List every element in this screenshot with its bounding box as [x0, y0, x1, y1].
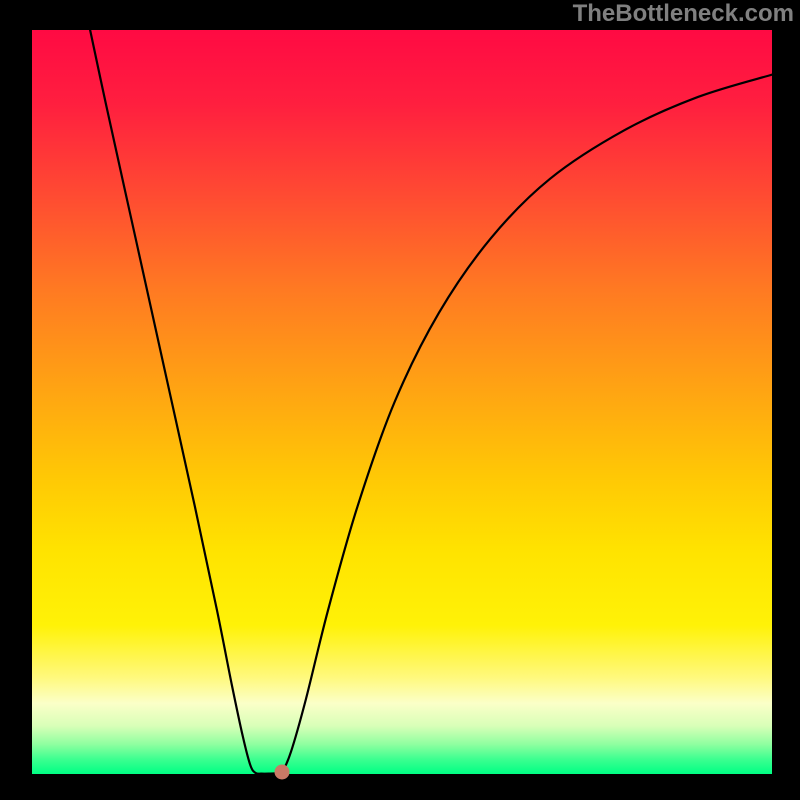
bottleneck-curve — [84, 30, 772, 774]
minimum-marker-dot — [275, 764, 290, 779]
watermark-label: TheBottleneck.com — [573, 0, 794, 28]
chart-svg — [32, 30, 772, 774]
plot-area — [32, 30, 772, 774]
chart-wrapper: TheBottleneck.com — [0, 0, 800, 800]
